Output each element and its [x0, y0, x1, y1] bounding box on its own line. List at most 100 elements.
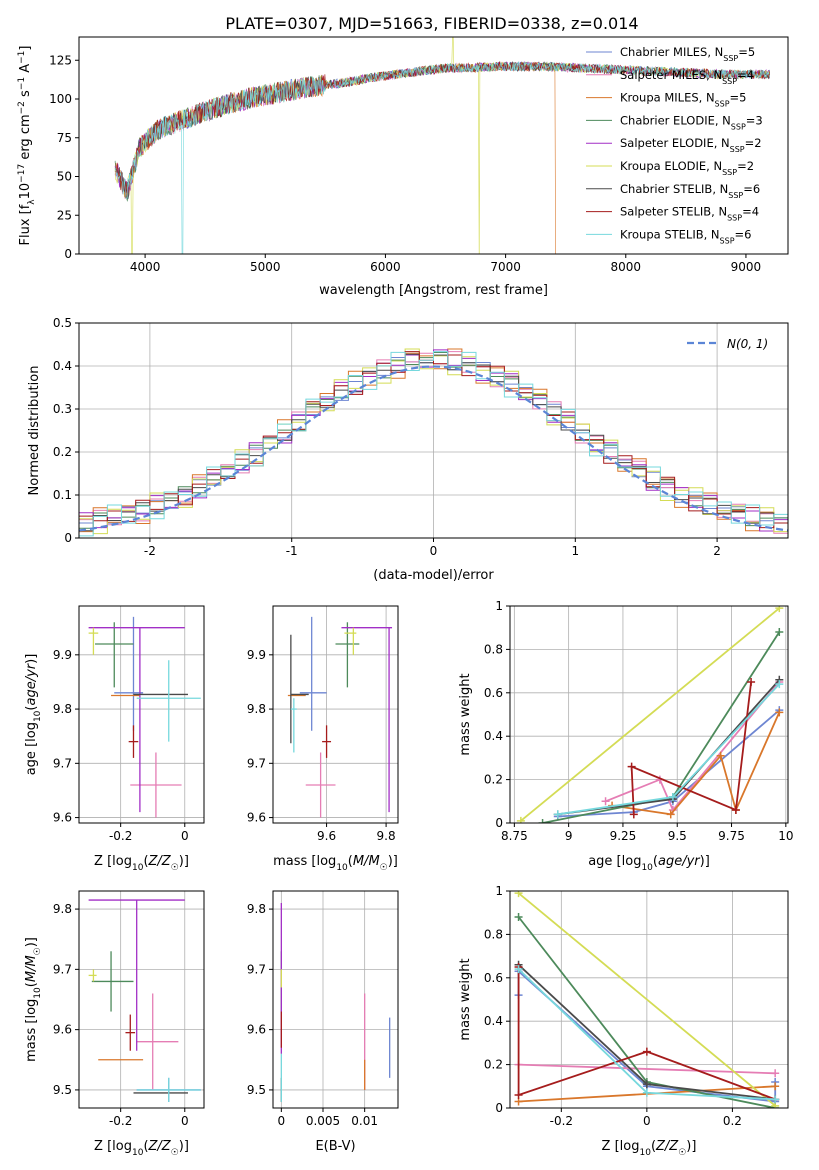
- plot-area-weight-vs-Z: [514, 891, 780, 1108]
- label-part: −17: [17, 164, 27, 183]
- x-tick-label: 9.5: [668, 829, 687, 843]
- weight-marker: [514, 1090, 523, 1099]
- errorbar-point: [136, 660, 201, 742]
- label-part: ]: [18, 46, 33, 51]
- label-part: 10: [33, 987, 43, 999]
- weight-marker: [514, 913, 523, 922]
- weight-marker: [731, 805, 740, 814]
- chart-residuals: -2 -1 0 1 2 0 0.1 0.2 0.3 0.4 0.5 (data-model)/erro…: [27, 316, 789, 583]
- legend-label-sub: SSP: [722, 168, 737, 177]
- label-part: λ: [27, 199, 37, 205]
- label-part: (: [348, 854, 353, 869]
- y-tick-label: 9.6: [53, 1023, 72, 1037]
- label-part: Z/Z: [655, 1139, 679, 1154]
- figure-title: PLATE=0307, MJD=51663, FIBERID=0338, z=0…: [225, 14, 638, 33]
- x-tick-label: 0.01: [351, 1114, 378, 1128]
- y-tick-label: 25: [57, 208, 72, 222]
- weight-marker: [642, 1047, 651, 1056]
- y-tick-label: 0.6: [484, 686, 503, 700]
- legend-label: Chabrier STELIB, NSSP=6: [620, 182, 760, 200]
- weight-marker: [668, 792, 677, 801]
- x-tick-label: 9.6: [317, 829, 336, 843]
- y-tick-label: 0: [495, 816, 503, 830]
- weight-series: [553, 706, 784, 821]
- x-tick-label: 10: [778, 829, 793, 843]
- chart-mass-vs-Z: -0.2 09.59.69.79.8Z [log10(Z/Z☉)]mass [lo…: [24, 890, 205, 1158]
- x-tick-label: -1: [286, 544, 298, 558]
- label-part: )]: [24, 937, 39, 947]
- y-tick-label: 0.3: [53, 402, 72, 416]
- legend-label-end: =6: [735, 227, 752, 241]
- label-part: (: [653, 854, 658, 869]
- weight-marker: [666, 810, 675, 819]
- label-part: mass [log: [24, 999, 39, 1062]
- errorbar-point: [136, 993, 179, 1090]
- x-axis-label: (data-model)/error: [373, 568, 494, 583]
- x-tick-label: 2: [713, 544, 721, 558]
- y-tick-label: 1: [495, 884, 503, 898]
- legend-entry: Salpeter MILES, NSSP=4: [586, 68, 754, 86]
- weight-marker: [516, 816, 525, 823]
- plot-area-weight-vs-age: [516, 606, 784, 823]
- x-tick-label: 5000: [250, 260, 281, 274]
- spectrum-line: [114, 61, 770, 200]
- legend-entry: Kroupa MILES, NSSP=5: [586, 91, 746, 109]
- legend-label: Chabrier ELODIE, NSSP=3: [620, 113, 763, 130]
- y-tick-label: 125: [49, 53, 72, 67]
- legend-label-main: Chabrier STELIB, N: [620, 182, 728, 196]
- legend-entry: Kroupa STELIB, NSSP=6: [586, 227, 751, 245]
- axes-frame: [78, 605, 205, 824]
- legend-label-end: =4: [742, 205, 759, 219]
- weight-marker: [642, 1080, 651, 1089]
- x-tick-label: 0: [278, 1114, 286, 1128]
- y-axis-label: mass [log10(M/M☉)]: [24, 937, 43, 1062]
- chart-age-vs-mass: 9.6 9.8 9.6 9.7 9.8 9.9 mass [log10(M/M☉)]: [247, 605, 399, 873]
- x-axis-label: wavelength [Angstrom, rest frame]: [319, 283, 548, 298]
- label-part: Z [log: [602, 1139, 640, 1154]
- chart-mass-vs-EBV: 0 0.005 0.01 9.5 9.6 9.7 9.8 E(B-V): [247, 890, 399, 1154]
- y-tick-label: 9.6: [247, 811, 266, 825]
- weight-series: [553, 680, 784, 819]
- axes-frame: [78, 890, 205, 1109]
- axes-frame: [272, 890, 399, 1109]
- legend-entry: Salpeter STELIB, NSSP=4: [586, 205, 759, 222]
- weight-marker: [775, 606, 784, 613]
- label-part: )]: [179, 854, 189, 869]
- weight-line: [518, 1063, 776, 1075]
- x-tick-label: 0.005: [306, 1114, 340, 1128]
- plot-area-mass-vs-Z: [88, 899, 201, 1102]
- chart-spectrum: 4000 5000 6000 7000 8000 9000 0 25 50 75 100 125 wav…: [17, 36, 789, 298]
- label-part: Z [log: [94, 854, 132, 869]
- weight-marker: [771, 1069, 780, 1078]
- weight-line: [630, 681, 752, 815]
- label-part: age [log: [24, 722, 39, 775]
- x-tick-label: 0: [181, 829, 189, 843]
- x-tick-label: 0.2: [723, 1114, 742, 1128]
- x-tick-label: 0: [430, 544, 438, 558]
- legend-label: Kroupa MILES, NSSP=5: [620, 91, 746, 109]
- legend-label: Kroupa STELIB, NSSP=6: [620, 227, 751, 245]
- x-tick-label: 9.25: [610, 829, 637, 843]
- label-part: 10: [33, 710, 43, 722]
- chart-panels: 4000 5000 6000 7000 8000 90000255075100125wav…: [17, 36, 793, 1158]
- y-tick-label: 9.7: [247, 962, 266, 976]
- label-part: age/yr: [24, 662, 39, 705]
- legend-entry: Chabrier STELIB, NSSP=6: [586, 182, 760, 200]
- y-tick-label: 50: [57, 170, 72, 184]
- label-part: age [log: [588, 854, 641, 869]
- legend-entry: Kroupa ELODIE, NSSP=2: [586, 159, 754, 177]
- weight-marker: [771, 1095, 780, 1104]
- x-tick-label: 0: [643, 1114, 651, 1128]
- legend-entry: Salpeter ELODIE, NSSP=2: [586, 136, 762, 154]
- errorbar-point: [322, 725, 332, 758]
- label-part: Z [log: [94, 1139, 132, 1154]
- spectrum-line: [114, 61, 770, 197]
- label-part: 10: [641, 863, 653, 873]
- legend-label: Salpeter MILES, NSSP=4: [620, 68, 754, 86]
- legend-label-end: =2: [745, 136, 762, 150]
- axes-frame: [272, 605, 399, 824]
- weight-marker: [775, 708, 784, 717]
- legend-label-sub: SSP: [723, 54, 738, 63]
- x-tick-label: 8000: [610, 260, 641, 274]
